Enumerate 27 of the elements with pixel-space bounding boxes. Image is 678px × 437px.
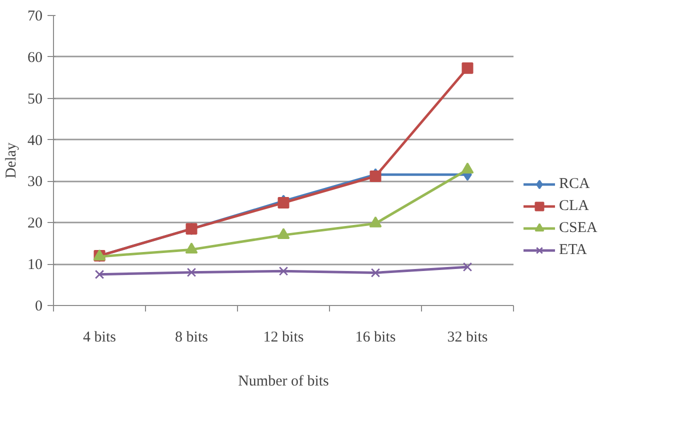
point bbox=[278, 197, 290, 209]
x-tick-label: 32 bits bbox=[447, 330, 488, 346]
point bbox=[370, 268, 380, 278]
point bbox=[461, 162, 474, 174]
y-tick-label: 20 bbox=[28, 216, 42, 232]
y-tick-label: 60 bbox=[28, 50, 42, 66]
y-tick-label: 50 bbox=[28, 91, 42, 108]
y-tick-label: 0 bbox=[35, 298, 42, 314]
y-tick-label: 70 bbox=[28, 8, 42, 24]
y-tick-label: 30 bbox=[28, 174, 42, 190]
y-tick-label: 40 bbox=[28, 132, 42, 149]
legend-label: ETA bbox=[559, 242, 587, 258]
x-axis-title: Number of bits bbox=[238, 374, 330, 390]
x-tick-label: 12 bits bbox=[263, 330, 304, 346]
x-tick-label: 8 bits bbox=[175, 330, 208, 346]
legend-label: CLA bbox=[559, 198, 589, 214]
point bbox=[462, 262, 472, 272]
x-tick-label: 4 bits bbox=[83, 330, 116, 346]
point bbox=[278, 266, 288, 276]
x-tick-label: 16 bits bbox=[355, 330, 396, 346]
legend-label: CSEA bbox=[559, 220, 598, 236]
legend-label: RCA bbox=[559, 176, 590, 192]
point bbox=[186, 268, 196, 277]
point bbox=[94, 270, 104, 280]
y-tick-label: 10 bbox=[28, 257, 42, 274]
y-axis-title: Delay bbox=[4, 142, 20, 178]
point bbox=[462, 62, 474, 74]
